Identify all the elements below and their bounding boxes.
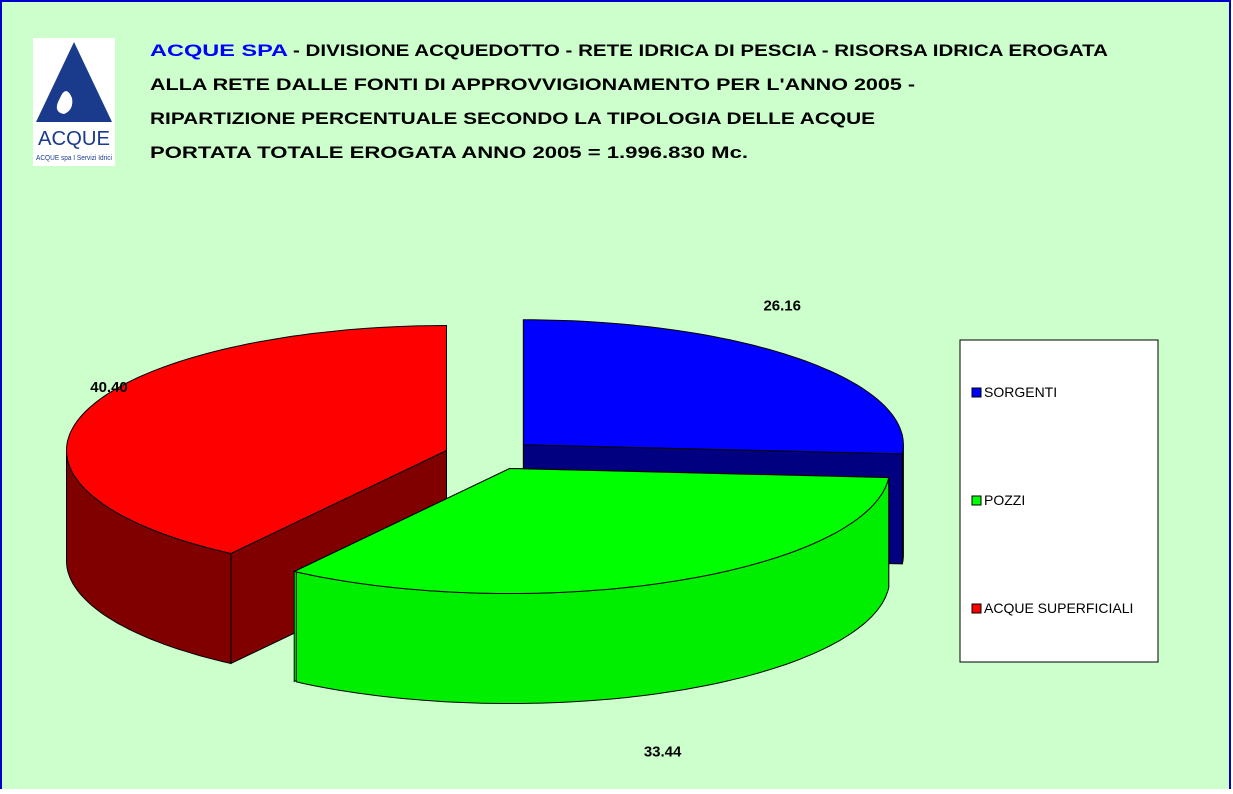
legend-swatch	[971, 603, 982, 614]
legend-label: SORGENTI	[984, 384, 1057, 400]
legend-label: POZZI	[984, 492, 1025, 508]
logo-drop	[56, 91, 73, 114]
legend-box	[959, 339, 1159, 663]
slice	[292, 467, 890, 594]
data-label: 40.40	[90, 379, 128, 396]
logo-triangle	[36, 42, 112, 122]
slice	[522, 319, 904, 455]
title-line: ALLA RETE DALLE FONTI DI APPROVVIGIONAME…	[150, 75, 915, 94]
data-label: 33.44	[644, 744, 682, 761]
title-brand: ACQUE SPA	[150, 41, 288, 60]
title-line: RIPARTIZIONE PERCENTUALE SECONDO LA TIPO…	[150, 109, 875, 128]
logo-tagline: ACQUE spa I Servizi Idrici	[36, 155, 112, 162]
slice	[65, 324, 447, 555]
slice-side	[902, 444, 904, 564]
data-label: 26.16	[763, 297, 801, 314]
legend-label: ACQUE SUPERFICIALI	[984, 600, 1133, 616]
title-line: - DIVISIONE ACQUEDOTTO - RETE IDRICA DI …	[293, 41, 1108, 60]
logo-name: ACQUE	[38, 128, 110, 150]
title-line: PORTATA TOTALE EROGATA ANNO 2005 = 1.996…	[150, 143, 748, 162]
legend-swatch	[971, 387, 982, 398]
logo: ACQUE ACQUE spa I Servizi Idrici	[33, 38, 115, 166]
legend-swatch	[971, 495, 982, 506]
